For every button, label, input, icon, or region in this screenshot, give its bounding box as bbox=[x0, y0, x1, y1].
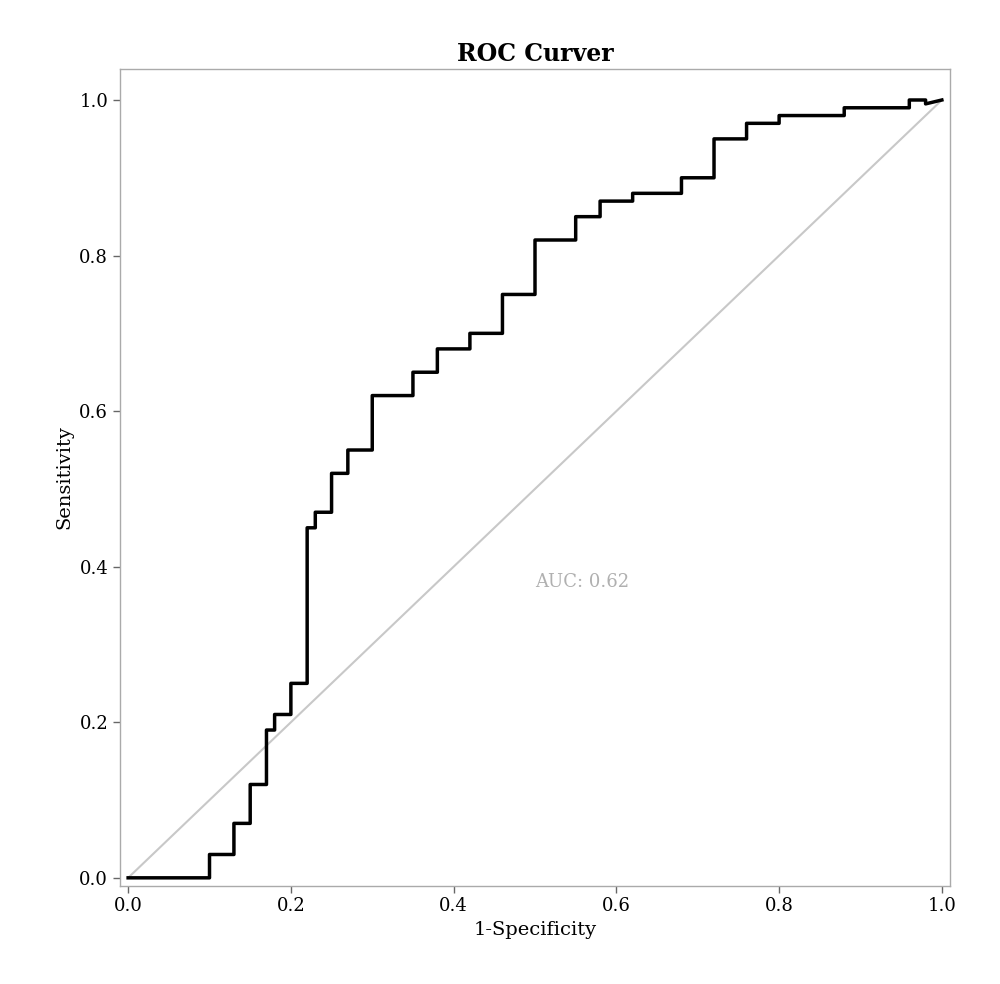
Text: AUC: 0.62: AUC: 0.62 bbox=[535, 574, 629, 591]
Y-axis label: Sensitivity: Sensitivity bbox=[56, 425, 74, 529]
Title: ROC Curver: ROC Curver bbox=[457, 41, 613, 66]
X-axis label: 1-Specificity: 1-Specificity bbox=[473, 921, 597, 939]
